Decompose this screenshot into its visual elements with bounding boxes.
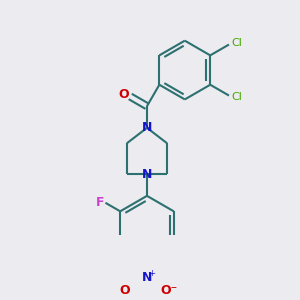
Text: O: O <box>119 284 130 298</box>
Text: N: N <box>142 168 152 181</box>
Text: +: + <box>148 269 155 278</box>
Text: N: N <box>142 121 152 134</box>
Text: N: N <box>142 271 152 284</box>
Text: O⁻: O⁻ <box>161 284 178 298</box>
Text: F: F <box>96 196 104 209</box>
Text: O: O <box>119 88 129 101</box>
Text: Cl: Cl <box>231 92 242 102</box>
Text: Cl: Cl <box>231 38 242 48</box>
